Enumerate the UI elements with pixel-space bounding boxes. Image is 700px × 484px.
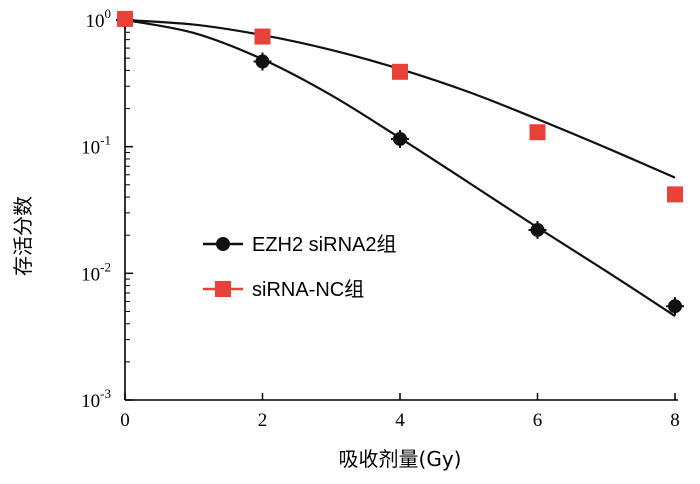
data-point-ezh2 bbox=[668, 299, 682, 314]
legend-label-nc: siRNA-NC组 bbox=[252, 278, 364, 301]
data-point-nc bbox=[254, 28, 271, 45]
x-axis-label: 吸收剂量(Gy) bbox=[339, 447, 462, 471]
legend: EZH2 siRNA2组 siRNA-NC组 bbox=[203, 233, 396, 301]
x-tick-label: 2 bbox=[258, 410, 268, 431]
data-points bbox=[116, 10, 684, 316]
x-tick-label: 8 bbox=[670, 410, 680, 431]
y-axis-label: 存活分数 bbox=[11, 196, 35, 276]
x-tick-label: 4 bbox=[395, 410, 405, 431]
data-point-nc bbox=[667, 186, 683, 203]
data-point-nc bbox=[392, 63, 408, 80]
y-tick-label: 100 bbox=[86, 6, 112, 32]
y-tick-label: 10-1 bbox=[81, 133, 111, 159]
legend-marker-ezh2 bbox=[216, 237, 230, 251]
x-tick-label: 6 bbox=[533, 410, 543, 431]
data-point-ezh2 bbox=[393, 131, 407, 146]
x-ticks: 0 2 4 6 8 bbox=[120, 393, 680, 431]
x-tick-label: 0 bbox=[120, 410, 130, 431]
legend-label-ezh2: EZH2 siRNA2组 bbox=[252, 233, 396, 256]
y-ticks: 100 10-1 10-2 10-3 bbox=[81, 6, 133, 412]
fit-curve-nc bbox=[124, 18, 676, 179]
data-point-ezh2 bbox=[255, 54, 270, 69]
data-point-ezh2 bbox=[530, 222, 545, 237]
data-point-nc bbox=[529, 124, 546, 141]
y-tick-label: 10-3 bbox=[81, 386, 111, 412]
axes bbox=[124, 20, 678, 401]
y-tick-label: 10-2 bbox=[81, 259, 111, 285]
data-point-nc bbox=[117, 10, 133, 27]
legend-marker-nc bbox=[215, 281, 231, 297]
